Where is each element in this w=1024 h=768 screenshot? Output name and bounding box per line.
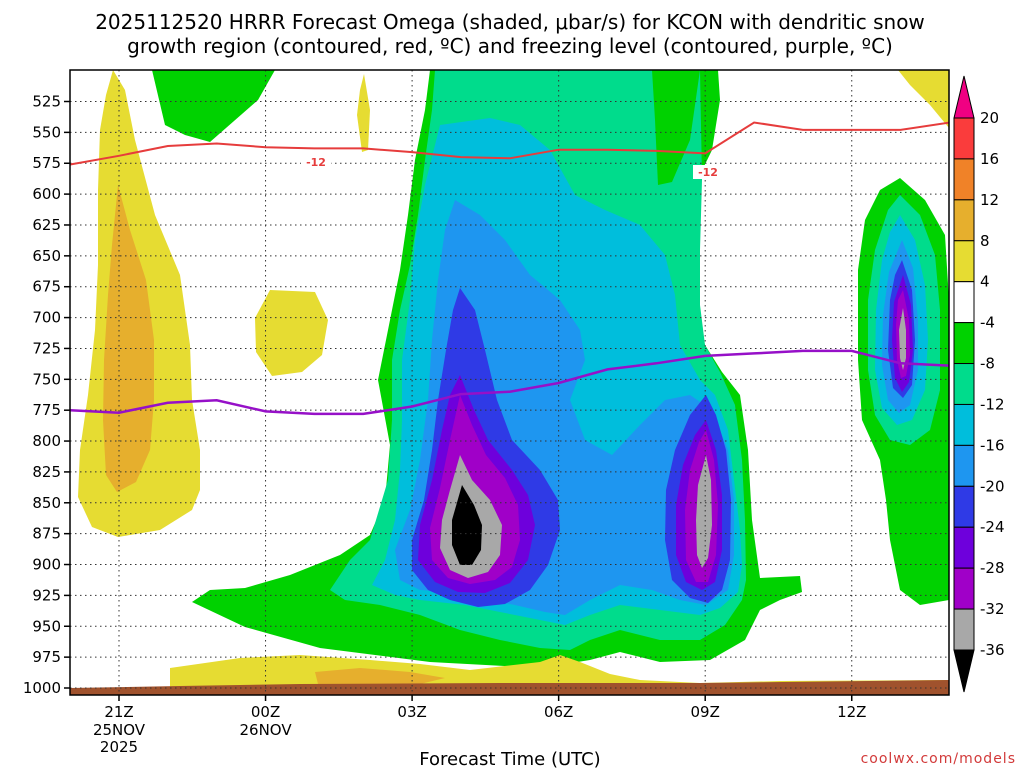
site-credit: coolwx.com/models bbox=[861, 751, 1016, 767]
freezing-level-contour bbox=[70, 349, 949, 416]
omega-fill-gray-09z bbox=[696, 455, 712, 568]
omega-fill-orange-left bbox=[103, 185, 154, 492]
y-tick-label-900: 900 bbox=[32, 556, 61, 574]
surface-terrain-band bbox=[70, 680, 949, 695]
x-tick-sublabel-00Z-0: 26NOV bbox=[239, 721, 292, 739]
colorbar-band-8to12 bbox=[953, 199, 975, 242]
colorbar-tick-8: 8 bbox=[980, 232, 990, 250]
x-tick-label-00Z: 00Z bbox=[251, 703, 280, 721]
colorbar-tick-20: 20 bbox=[980, 109, 999, 127]
omega-fill-yellow-mid bbox=[255, 290, 328, 376]
colorbar-tick--36: -36 bbox=[980, 641, 1005, 659]
colorbar-band--32to-28 bbox=[953, 567, 975, 610]
y-tick-label-525: 525 bbox=[32, 93, 61, 111]
colorbar-tick--8: -8 bbox=[980, 355, 995, 373]
colorbar-top-triangle bbox=[953, 75, 975, 119]
colorbar-band-16to20 bbox=[953, 117, 975, 160]
y-tick-label-550: 550 bbox=[32, 123, 61, 141]
y-tick-label-575: 575 bbox=[32, 154, 61, 172]
x-tick-label-09Z: 09Z bbox=[691, 703, 720, 721]
y-tick-label-850: 850 bbox=[32, 494, 61, 512]
colorbar-band--4to4 bbox=[953, 281, 975, 324]
colorbar-band--8to-4 bbox=[953, 322, 975, 365]
omega-fill-green-top bbox=[152, 70, 275, 142]
y-tick-label-775: 775 bbox=[32, 401, 61, 419]
y-tick-label-950: 950 bbox=[32, 617, 61, 635]
colorbar-band-4to8 bbox=[953, 240, 975, 283]
x-axis-label: Forecast Time (UTC) bbox=[419, 749, 600, 768]
y-tick-label-600: 600 bbox=[32, 185, 61, 203]
y-tick-label-875: 875 bbox=[32, 525, 61, 543]
x-tick-label-12Z: 12Z bbox=[837, 703, 866, 721]
y-tick-label-975: 975 bbox=[32, 648, 61, 666]
y-tick-label-725: 725 bbox=[32, 339, 61, 357]
colorbar-band--36to-32 bbox=[953, 608, 975, 651]
colorbar-tick--28: -28 bbox=[980, 559, 1005, 577]
colorbar-tick-16: 16 bbox=[980, 150, 999, 168]
colorbar-band--16to-12 bbox=[953, 403, 975, 446]
colorbar-band--24to-20 bbox=[953, 485, 975, 528]
y-tick-label-750: 750 bbox=[32, 370, 61, 388]
colorbar-tick-12: 12 bbox=[980, 191, 999, 209]
colorbar-tick--24: -24 bbox=[980, 518, 1005, 536]
colorbar-tick--16: -16 bbox=[980, 436, 1005, 454]
colorbar-tick--12: -12 bbox=[980, 395, 1005, 413]
omega-fill-black bbox=[452, 485, 482, 565]
contour-label-1: -12 bbox=[306, 156, 326, 169]
y-tick-label-700: 700 bbox=[32, 309, 61, 327]
chart-title-line2: growth region (contoured, red, ºC) and f… bbox=[127, 34, 893, 58]
x-tick-label-06Z: 06Z bbox=[544, 703, 573, 721]
contour-label-2: -12 bbox=[698, 166, 718, 179]
x-tick-sublabel-21Z-0: 25NOV bbox=[93, 721, 146, 739]
y-tick-label-1000: 1000 bbox=[23, 679, 61, 697]
colorbar-bottom-triangle bbox=[953, 649, 975, 693]
plot-area: -12 -12 bbox=[70, 70, 949, 695]
y-tick-label-800: 800 bbox=[32, 432, 61, 450]
plot-frame bbox=[69, 69, 950, 696]
x-tick-label-21Z: 21Z bbox=[104, 703, 133, 721]
colorbar-band-12to16 bbox=[953, 158, 975, 201]
dgz-minus12-contour bbox=[70, 121, 949, 166]
colorbar-band--12to-8 bbox=[953, 363, 975, 405]
colorbar: 20 16 12 8 4 -4 -8 -12 -16 -20 -24 -28 -32 -36 bbox=[953, 75, 1005, 693]
omega-shading bbox=[70, 70, 949, 695]
colorbar-band--28to-24 bbox=[953, 526, 975, 569]
y-tick-label-825: 825 bbox=[32, 463, 61, 481]
grid-vertical bbox=[118, 70, 853, 695]
y-tick-label-650: 650 bbox=[32, 247, 61, 265]
contour-label-box-2 bbox=[693, 165, 723, 179]
y-axis: 525 550 575 600 625 650 675 700 725 750 775 800 825 8… bbox=[23, 93, 70, 697]
colorbar-tick-4: 4 bbox=[980, 273, 990, 291]
chart-title-line1: 2025112520 HRRR Forecast Omega (shaded, … bbox=[95, 10, 925, 34]
x-tick-label-03Z: 03Z bbox=[397, 703, 426, 721]
colorbar-tick--32: -32 bbox=[980, 600, 1005, 618]
x-tick-sublabel-21Z-1: 2025 bbox=[100, 738, 138, 756]
colorbar-tick--4: -4 bbox=[980, 314, 995, 332]
y-tick-label-625: 625 bbox=[32, 216, 61, 234]
contour-label-box-1 bbox=[301, 155, 331, 169]
omega-fill-yellow-topright bbox=[898, 70, 949, 128]
y-tick-label-925: 925 bbox=[32, 586, 61, 604]
colorbar-tick--20: -20 bbox=[980, 477, 1005, 495]
colorbar-band--20to-16 bbox=[953, 444, 975, 487]
y-tick-label-675: 675 bbox=[32, 278, 61, 296]
omega-fill-gray-12z bbox=[899, 308, 906, 370]
